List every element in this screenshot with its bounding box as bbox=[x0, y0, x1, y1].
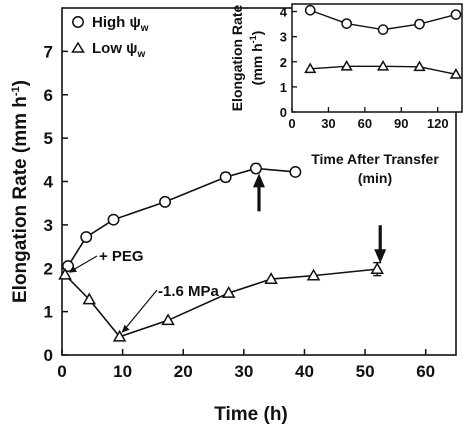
data-point-high bbox=[80, 231, 93, 243]
inset-y-axis-title: Elongation Rate bbox=[229, 5, 245, 112]
y-tick-label: 5 bbox=[44, 129, 53, 148]
annotation-peg: + PEG bbox=[99, 248, 144, 265]
series-low-line bbox=[64, 268, 378, 338]
data-point-low bbox=[82, 292, 97, 305]
inset-x-tick-label: 120 bbox=[427, 116, 449, 131]
data-point-low bbox=[221, 286, 236, 298]
x-axis-title: Time (h) bbox=[214, 404, 288, 425]
legend-low-label: Low ψw bbox=[92, 40, 145, 60]
data-point-low bbox=[58, 267, 72, 280]
inset-x-tick-label: 90 bbox=[394, 116, 408, 131]
inset-data-point-high bbox=[341, 18, 352, 29]
y-tick-label: 0 bbox=[44, 346, 53, 365]
inset-y-tick-label: 3 bbox=[280, 30, 287, 45]
inset-data-point-high bbox=[304, 4, 316, 16]
inset-y-tick-label: 0 bbox=[280, 105, 287, 120]
y-tick-label: 7 bbox=[44, 42, 53, 61]
y-tick-label: 1 bbox=[44, 303, 53, 322]
inset-data-point-high bbox=[377, 24, 389, 35]
inset-y-axis-title-unit: (mm h-1) bbox=[248, 31, 265, 86]
legend: High ψw Low ψw bbox=[71, 14, 149, 60]
legend-low-marker bbox=[71, 41, 85, 53]
inset-x-tick-label: 60 bbox=[358, 116, 372, 131]
inset-x-tick-label: 0 bbox=[288, 116, 295, 131]
inset-x-axis-title: Time After Transfer bbox=[311, 151, 439, 167]
annotation-mpa: -1.6 MPa bbox=[158, 283, 220, 300]
inset-y-tick-label: 2 bbox=[280, 55, 287, 70]
y-tick-label: 6 bbox=[44, 86, 53, 105]
x-tick-label: 30 bbox=[234, 362, 253, 381]
x-tick-label: 0 bbox=[57, 362, 66, 381]
data-point-high bbox=[250, 162, 262, 175]
inset-data-point-low bbox=[376, 59, 390, 71]
data-point-low bbox=[370, 262, 384, 274]
x-tick-label: 50 bbox=[356, 362, 375, 381]
inset-data-point-low bbox=[304, 62, 317, 74]
inset-data-point-low bbox=[413, 60, 426, 72]
legend-high-marker bbox=[72, 16, 84, 28]
inset-x-tick-label: 30 bbox=[321, 116, 335, 131]
inset-frame bbox=[291, 3, 463, 113]
data-point-high bbox=[289, 166, 302, 178]
peg-leader-arrowhead bbox=[69, 265, 78, 273]
mpa-leader-line bbox=[122, 289, 158, 333]
data-point-high bbox=[159, 195, 171, 208]
data-point-low bbox=[264, 272, 278, 284]
data-point-low bbox=[306, 268, 321, 281]
inset-data-point-high bbox=[450, 9, 462, 20]
x-tick-label: 60 bbox=[416, 362, 435, 381]
shift-down-arrowhead bbox=[374, 249, 387, 264]
inset-y-tick-label: 4 bbox=[280, 5, 288, 20]
x-tick-label: 20 bbox=[174, 362, 193, 381]
data-point-low bbox=[112, 329, 127, 342]
mpa-leader-arrowhead bbox=[121, 324, 130, 333]
data-point-low bbox=[161, 313, 175, 326]
y-tick-label: 4 bbox=[44, 173, 54, 192]
y-tick-label: 3 bbox=[44, 216, 53, 235]
y-axis-title: Elongation Rate (mm h-1) bbox=[10, 80, 31, 303]
legend-high-label: High ψw bbox=[92, 14, 149, 34]
y-tick-label: 2 bbox=[44, 259, 53, 278]
inset-data-point-low bbox=[449, 67, 463, 79]
inset-x-axis-title-unit: (min) bbox=[358, 170, 392, 186]
data-point-high bbox=[107, 213, 120, 226]
x-tick-label: 10 bbox=[113, 362, 132, 381]
shift-up-arrowhead bbox=[253, 173, 265, 188]
x-tick-label: 40 bbox=[295, 362, 314, 381]
inset-data-point-low bbox=[340, 59, 353, 71]
inset-plot: 0 1 2 3 4 0 30 60 90 120 Time After Transfer (min) E… bbox=[229, 3, 463, 186]
data-point-high bbox=[219, 171, 232, 184]
inset-y-tick-label: 1 bbox=[280, 80, 287, 95]
inset-data-point-high bbox=[414, 18, 425, 30]
